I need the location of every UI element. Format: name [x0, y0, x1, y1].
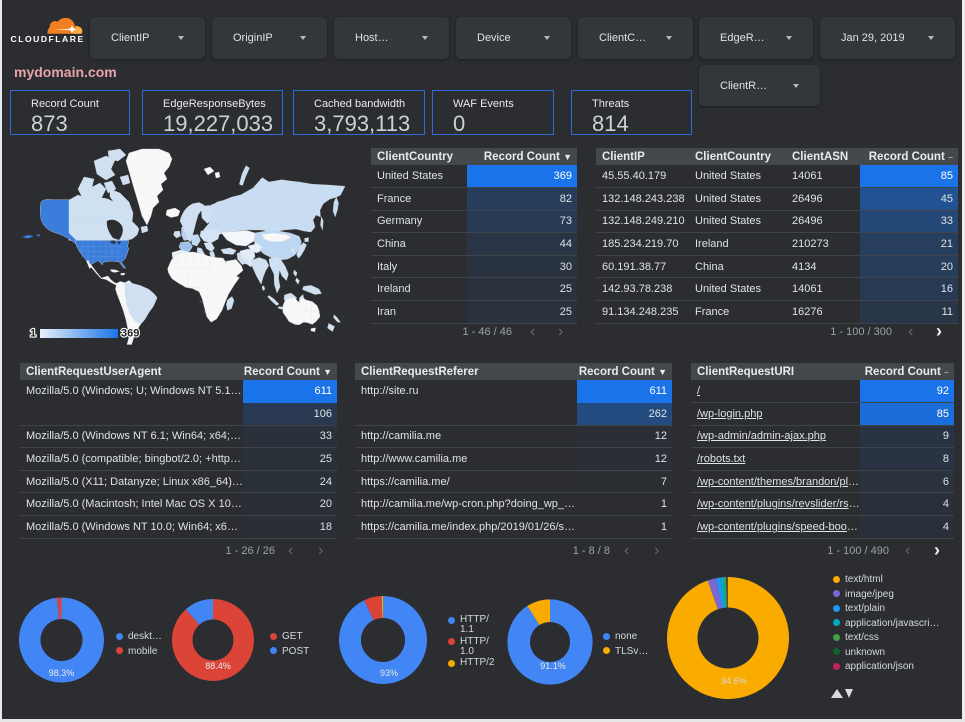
svg-text:94.6%: 94.6%	[721, 676, 747, 686]
svg-text:88.4%: 88.4%	[205, 661, 231, 671]
svg-text:91.1%: 91.1%	[540, 661, 566, 671]
svg-text:1: 1	[30, 328, 36, 340]
svg-text:CLOUDFLARE: CLOUDFLARE	[11, 34, 85, 44]
svg-text:98.3%: 98.3%	[49, 668, 75, 678]
svg-text:369: 369	[121, 328, 139, 340]
svg-text:93%: 93%	[380, 668, 398, 678]
